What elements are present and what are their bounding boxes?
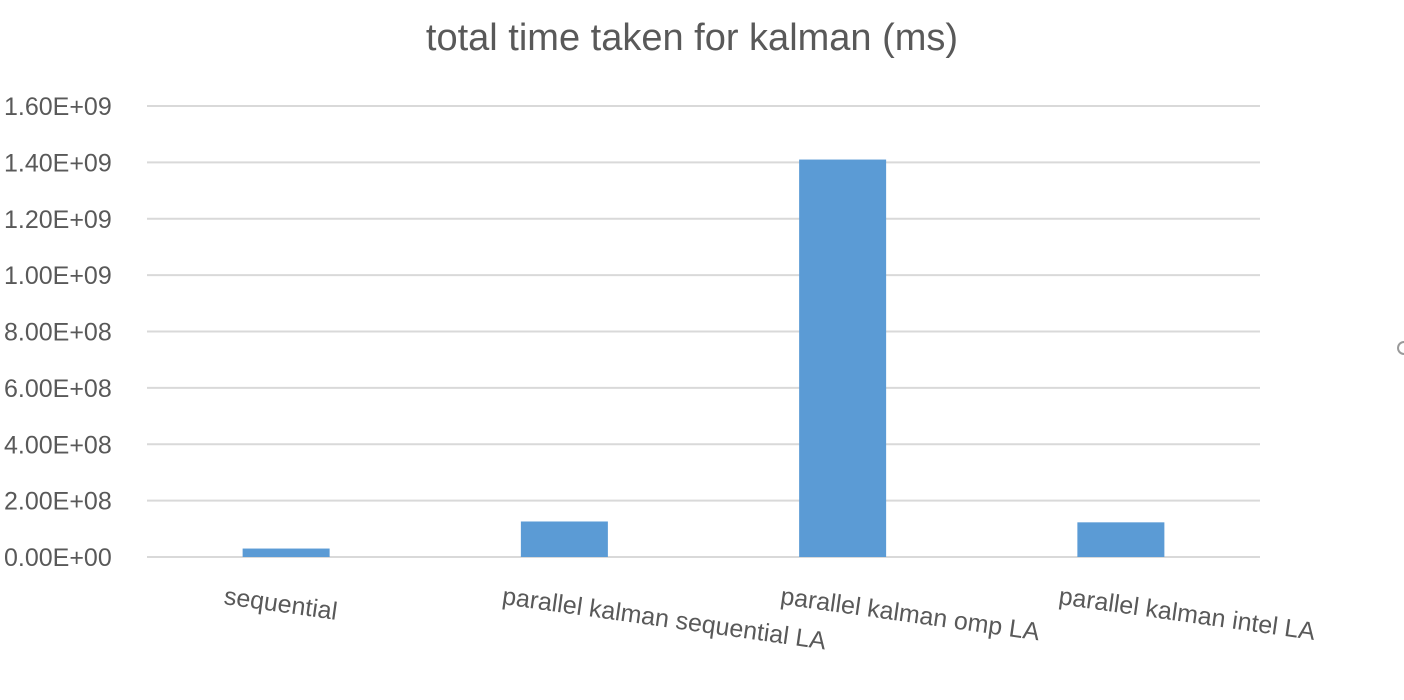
y-tick-label: 1.40E+09 xyxy=(4,149,112,177)
bar xyxy=(799,159,887,557)
y-tick-label: 0.00E+00 xyxy=(4,544,112,572)
gridlines xyxy=(147,105,1260,558)
y-tick-label: 1.00E+09 xyxy=(4,262,112,290)
y-axis-tick-labels: 0.00E+00 2.00E+08 4.00E+08 6.00E+08 8.00E+08… xyxy=(4,93,112,572)
chart-title: total time taken for kalman (ms) xyxy=(426,17,958,59)
bar xyxy=(520,521,608,557)
y-tick-label: 8.00E+08 xyxy=(4,319,112,347)
bar xyxy=(242,548,330,557)
bar xyxy=(1077,522,1165,557)
x-axis-category-labels: sequential parallel kalman sequential LA p… xyxy=(222,582,1317,655)
y-tick-label: 2.00E+08 xyxy=(4,488,112,516)
x-category-label: parallel kalman sequential LA xyxy=(501,582,829,655)
y-tick-label: 6.00E+08 xyxy=(4,375,112,403)
edge-handle-icon xyxy=(1397,341,1404,355)
y-tick-label: 4.00E+08 xyxy=(4,431,112,459)
y-tick-label: 1.60E+09 xyxy=(4,93,112,121)
bars xyxy=(242,159,1165,557)
x-category-label: sequential xyxy=(222,582,339,626)
x-category-label: parallel kalman intel LA xyxy=(1057,582,1317,646)
y-tick-label: 1.20E+09 xyxy=(4,206,112,234)
